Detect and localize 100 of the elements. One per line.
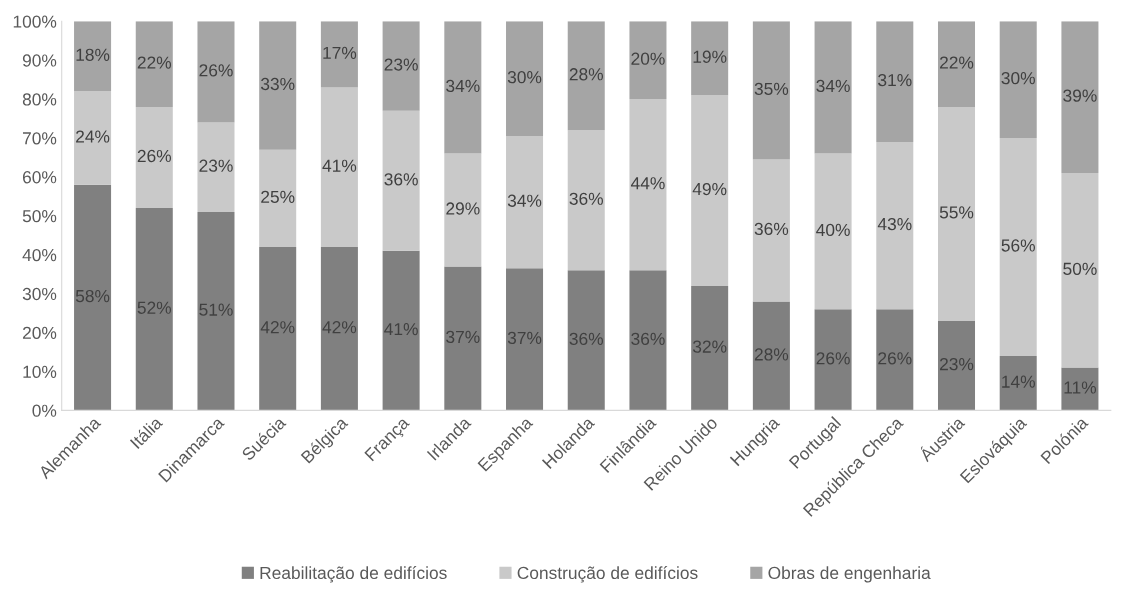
y-tick-label: 60% xyxy=(22,171,57,184)
bar xyxy=(691,285,729,411)
y-tick-label: 10% xyxy=(23,365,57,378)
y-tick-label: 40% xyxy=(22,248,57,262)
bar xyxy=(752,301,790,411)
data-label: 30% xyxy=(507,71,542,84)
bar xyxy=(629,270,667,411)
data-label: 25% xyxy=(261,190,295,203)
data-label: 34% xyxy=(816,79,850,93)
bar xyxy=(814,309,852,411)
bar xyxy=(752,21,790,160)
data-label: 39% xyxy=(1063,89,1097,102)
data-label: 58% xyxy=(75,289,110,303)
data-label: 34% xyxy=(507,194,542,207)
y-tick-label: 30% xyxy=(22,287,57,301)
bar xyxy=(259,149,297,247)
data-label: 52% xyxy=(137,301,172,314)
bar xyxy=(999,21,1037,139)
data-label: 17% xyxy=(323,46,357,59)
data-label: 22% xyxy=(137,56,172,69)
bar xyxy=(1061,21,1099,174)
bar xyxy=(259,21,297,150)
bar xyxy=(74,91,112,185)
data-label: 42% xyxy=(260,321,295,334)
data-label: 29% xyxy=(446,202,480,215)
bar xyxy=(197,211,235,411)
bar xyxy=(444,266,482,411)
y-tick-label: 0% xyxy=(32,404,57,417)
data-label: 26% xyxy=(878,352,912,365)
bar xyxy=(135,208,173,411)
bar xyxy=(567,21,605,131)
data-label: 36% xyxy=(754,222,789,236)
bar xyxy=(506,268,544,411)
data-label: 18% xyxy=(76,48,110,61)
bar xyxy=(320,246,358,411)
y-tick-label: 70% xyxy=(22,132,57,145)
data-label: 33% xyxy=(260,77,295,91)
bar xyxy=(814,153,852,310)
data-label: 44% xyxy=(630,177,665,190)
y-tick-label: 20% xyxy=(22,326,57,340)
bar xyxy=(814,21,852,154)
bar xyxy=(1061,367,1099,411)
bar xyxy=(382,21,420,111)
data-label: 26% xyxy=(816,352,850,365)
bar xyxy=(752,159,790,302)
legend-label: Reabilitação de edifícios xyxy=(260,566,447,583)
data-label: 51% xyxy=(199,303,233,316)
bar xyxy=(567,130,605,271)
data-label: 22% xyxy=(940,56,974,69)
data-label: 43% xyxy=(877,217,912,231)
data-label: 35% xyxy=(754,82,789,96)
bar xyxy=(74,184,112,411)
y-tick-label: 80% xyxy=(22,93,57,106)
bar xyxy=(382,250,420,411)
bar xyxy=(135,21,173,107)
data-label: 20% xyxy=(631,52,665,65)
data-label: 26% xyxy=(137,149,172,163)
data-label: 28% xyxy=(569,68,603,81)
y-tick-label: 50% xyxy=(22,210,57,223)
bar xyxy=(999,138,1037,356)
data-label: 55% xyxy=(939,206,974,219)
data-label: 11% xyxy=(1064,381,1097,394)
bar xyxy=(1061,173,1099,368)
bar xyxy=(876,21,914,142)
bar xyxy=(197,21,235,123)
bar xyxy=(629,99,667,271)
data-label: 56% xyxy=(1001,239,1035,252)
legend-label: Obras de engenharia xyxy=(768,566,931,583)
bar xyxy=(567,270,605,411)
bar xyxy=(999,355,1037,411)
bar xyxy=(629,21,667,100)
data-label: 30% xyxy=(1001,72,1035,85)
bar xyxy=(937,21,976,107)
bar xyxy=(382,110,420,251)
bar xyxy=(320,21,358,88)
bar xyxy=(135,106,173,209)
y-tick-label: 90% xyxy=(22,54,57,67)
data-label: 37% xyxy=(446,330,480,344)
data-label: 36% xyxy=(569,192,603,205)
data-label: 23% xyxy=(199,159,233,172)
data-label: 41% xyxy=(384,323,418,336)
bar xyxy=(74,21,112,92)
data-label: 36% xyxy=(631,332,665,346)
bar xyxy=(691,21,729,96)
bar xyxy=(876,141,914,310)
bar xyxy=(506,21,544,137)
data-label: 40% xyxy=(816,223,850,237)
bar xyxy=(937,106,976,321)
bar xyxy=(320,87,358,247)
data-label: 23% xyxy=(940,358,974,371)
legend-label: Construção de edifícios xyxy=(517,566,698,583)
data-label: 32% xyxy=(692,340,727,353)
y-tick-label: 100% xyxy=(13,15,57,28)
bar xyxy=(506,136,544,269)
data-label: 28% xyxy=(754,348,789,361)
data-label: 14% xyxy=(1002,375,1035,388)
bar xyxy=(444,21,482,154)
bar xyxy=(259,246,297,411)
data-label: 41% xyxy=(322,159,357,172)
data-label: 26% xyxy=(199,64,233,77)
